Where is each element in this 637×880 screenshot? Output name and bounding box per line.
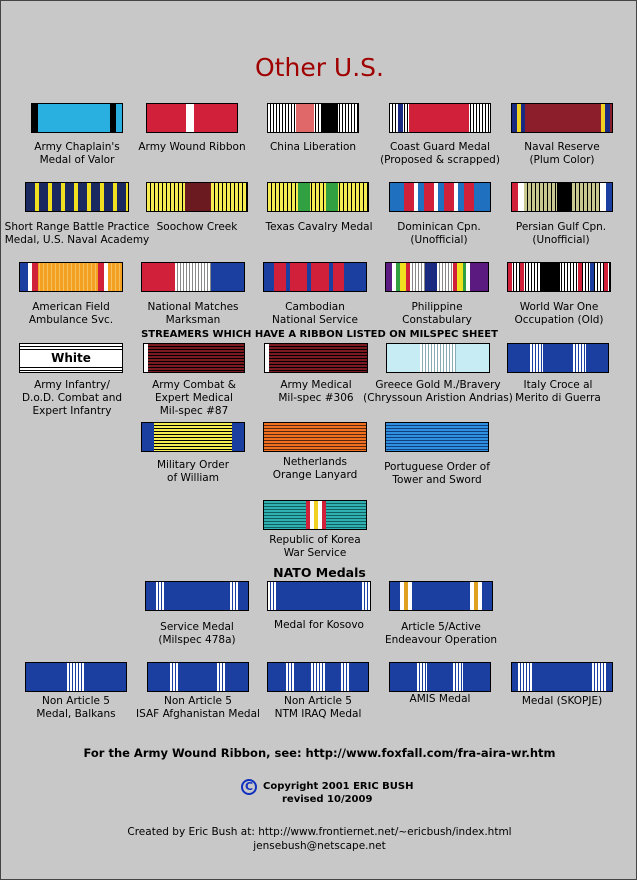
wound-ribbon-note: For the Army Wound Ribbon, see: http://w… bbox=[83, 746, 556, 760]
ribbon-caption: Article 5/Active Endeavour Operation bbox=[384, 621, 498, 646]
ribbon-portuguese-tower bbox=[385, 422, 489, 452]
ribbon-soochow-creek bbox=[146, 182, 248, 212]
ribbon-caption: Military Order of William bbox=[156, 459, 230, 484]
ribbon-texas-cavalry bbox=[267, 182, 369, 212]
ribbon-caption: Non Article 5 Medal, Balkans bbox=[36, 695, 116, 720]
email-text: jensebush@netscape.net bbox=[253, 840, 386, 852]
ribbon-caption: World War One Occupation (Old) bbox=[514, 301, 604, 326]
ribbon-nato-balkans bbox=[25, 662, 127, 692]
ribbon-caption: Non Article 5 NTM IRAQ Medal bbox=[274, 695, 362, 720]
ribbon-caption: AMIS Medal bbox=[409, 693, 471, 705]
ribbon-army-infantry: White bbox=[19, 343, 123, 373]
ribbon-caption: Texas Cavalry Medal bbox=[265, 221, 373, 233]
nato-heading: NATO Medals bbox=[273, 565, 366, 580]
ribbon-caption: Netherlands Orange Lanyard bbox=[272, 456, 358, 481]
ribbon-netherlands-orange bbox=[263, 422, 367, 452]
ribbon-caption: Medal (SKOPJE) bbox=[521, 695, 603, 707]
ribbon-caption: Service Medal (Milspec 478a) bbox=[158, 621, 236, 646]
ribbon-naval-reserve bbox=[511, 103, 613, 133]
ribbon-nato-service bbox=[145, 581, 249, 611]
created-by-text: Created by Eric Bush at: http://www.fron… bbox=[127, 826, 512, 838]
ribbon-caption: Naval Reserve (Plum Color) bbox=[524, 141, 600, 166]
ribbon-short-range bbox=[25, 182, 129, 212]
ribbon-caption: Army Combat & Expert Medical Mil-spec #87 bbox=[152, 379, 236, 417]
streamers-heading: STREAMERS WHICH HAVE A RIBBON LISTED ON … bbox=[141, 329, 498, 340]
ribbon-caption: American Field Ambulance Svc. bbox=[28, 301, 114, 326]
copyright-icon: C bbox=[241, 779, 257, 795]
ribbon-caption: Cambodian National Service bbox=[272, 301, 358, 326]
ribbon-caption: China Liberation bbox=[269, 141, 357, 153]
ribbon-caption: Army Wound Ribbon bbox=[138, 141, 246, 153]
ribbon-nato-ntm-iraq bbox=[267, 662, 369, 692]
ribbon-caption: Medal for Kosovo bbox=[274, 619, 364, 631]
ribbon-caption: Dominican Cpn. (Unofficial) bbox=[397, 221, 481, 246]
ribbon-caption: Greece Gold M./Bravery (Chryssoun Aristio… bbox=[363, 379, 513, 404]
ribbon-caption: Army Medical Mil-spec #306 bbox=[278, 379, 354, 404]
ribbon-american-field bbox=[19, 262, 123, 292]
ribbon-philippine bbox=[385, 262, 489, 292]
ribbon-caption: Portuguese Order of Tower and Sword bbox=[384, 461, 490, 486]
revised-text: revised 10/2009 bbox=[282, 794, 373, 805]
ribbon-army-chaplain bbox=[31, 103, 123, 133]
ribbon-military-order-william bbox=[141, 422, 245, 452]
ribbon-caption: Republic of Korea War Service bbox=[269, 534, 361, 559]
ribbon-persian-gulf bbox=[511, 182, 613, 212]
ribbon-caption: Philippine Constabulary bbox=[402, 301, 472, 326]
ribbon-greece-gold bbox=[386, 343, 490, 373]
ribbon-china-liberation bbox=[267, 103, 359, 133]
ribbon-caption: Army Chaplain's Medal of Valor bbox=[34, 141, 120, 166]
page-title: Other U.S. bbox=[255, 53, 384, 82]
ribbon-caption: Short Range Battle Practice Medal, U.S. N… bbox=[4, 221, 150, 246]
ribbon-caption: Coast Guard Medal (Proposed & scrapped) bbox=[380, 141, 500, 166]
ribbon-korea-war bbox=[263, 500, 367, 530]
ribbon-dominican bbox=[389, 182, 491, 212]
ribbon-caption: Italy Croce al Merito di Guerra bbox=[515, 379, 601, 404]
ribbon-caption: Army Infantry/D.o.D. Combat and Expert In… bbox=[21, 379, 123, 417]
ribbon-nato-amis bbox=[389, 662, 491, 692]
ribbon-army-medical bbox=[264, 343, 368, 373]
ribbon-coast-guard bbox=[389, 103, 491, 133]
ribbon-caption: Soochow Creek bbox=[156, 221, 238, 233]
ribbon-cambodian bbox=[263, 262, 367, 292]
ribbon-wwi-occupation bbox=[507, 262, 611, 292]
ribbon-caption: Non Article 5 ISAF Afghanistan Medal bbox=[136, 695, 260, 720]
ribbon-nato-isaf bbox=[147, 662, 249, 692]
ribbon-nato-article5 bbox=[389, 581, 493, 611]
ribbon-army-combat bbox=[143, 343, 245, 373]
ribbon-italy-croce bbox=[507, 343, 609, 373]
ribbon-national-matches bbox=[141, 262, 245, 292]
ribbon-caption: Persian Gulf Cpn. (Unofficial) bbox=[515, 221, 607, 246]
copyright-text: Copyright 2001 ERIC BUSH bbox=[263, 781, 414, 792]
ribbon-nato-kosovo bbox=[267, 581, 371, 611]
ribbon-caption: National Matches Marksman bbox=[147, 301, 239, 326]
ribbon-army-wound bbox=[146, 103, 238, 133]
white-label: White bbox=[20, 351, 122, 365]
ribbon-nato-skopje bbox=[511, 662, 613, 692]
